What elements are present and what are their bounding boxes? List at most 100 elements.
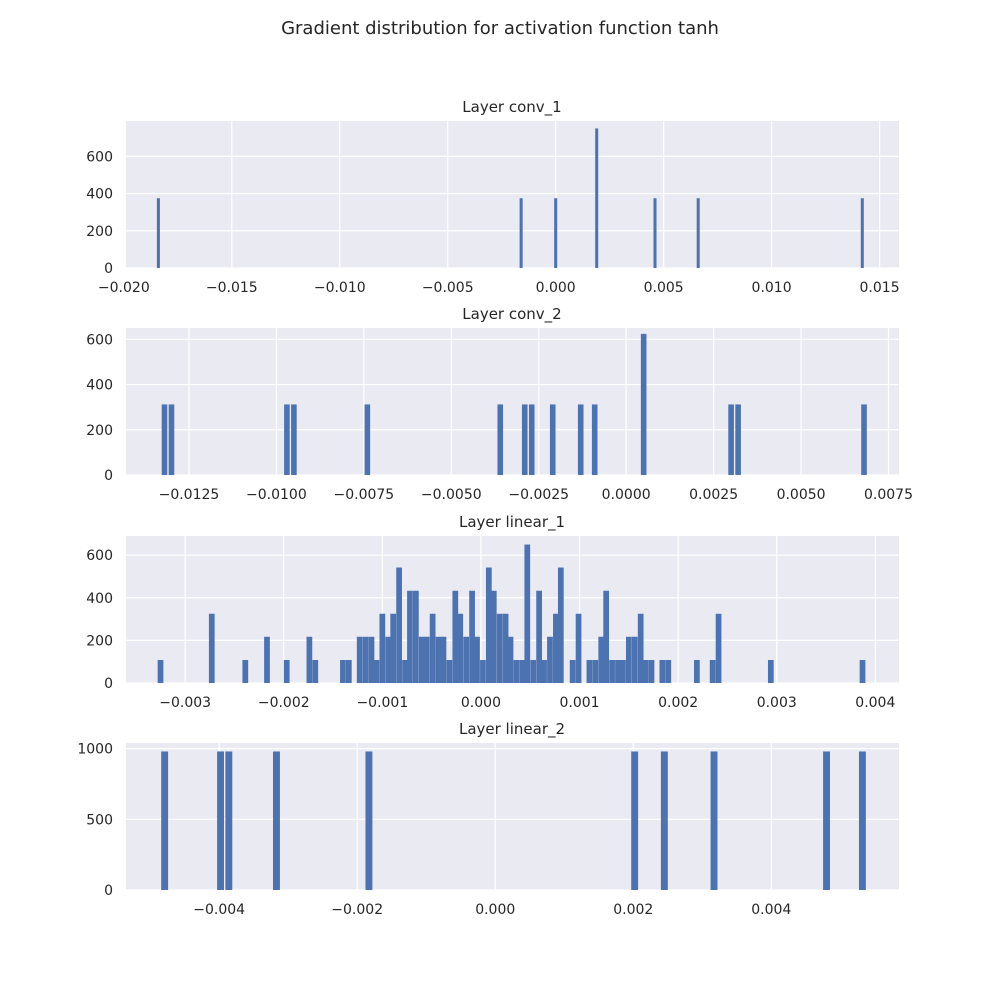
- histogram-bar: [208, 613, 215, 683]
- y-tick-label: 200: [86, 633, 113, 649]
- x-tick-label: 0.003: [757, 695, 797, 711]
- histogram-bar: [264, 636, 270, 683]
- y-tick-label: 500: [86, 812, 113, 828]
- histogram-bar: [659, 659, 666, 683]
- histogram-bar: [345, 659, 352, 683]
- histogram-bar: [474, 636, 480, 683]
- histogram-bar: [373, 659, 380, 683]
- x-tick-label: 0.004: [855, 695, 895, 711]
- histogram-bar: [557, 567, 564, 683]
- histogram-bar: [157, 659, 164, 683]
- histogram-bar: [694, 659, 700, 683]
- histogram-bar: [217, 751, 225, 890]
- x-tick-label: −0.0075: [333, 487, 394, 503]
- histogram-bar: [497, 404, 504, 475]
- subplot-title: Layer linear_1: [459, 513, 565, 532]
- subplot-linear-2: Layer linear_2 −0.004 −0.002 0.000 0.002 0.0…: [77, 720, 899, 918]
- histogram-bar: [418, 636, 425, 683]
- histogram-bar: [541, 659, 547, 683]
- x-tick-label: −0.0025: [508, 487, 569, 503]
- histogram-bar: [524, 544, 531, 683]
- histogram-bar: [402, 659, 408, 683]
- histogram-bar: [665, 659, 672, 683]
- histogram-bar: [859, 659, 866, 683]
- histogram-bar: [547, 636, 553, 683]
- x-tick-label: −0.015: [206, 280, 258, 296]
- histogram-bar: [536, 590, 542, 683]
- histogram-bar: [858, 751, 866, 890]
- histogram-bar: [728, 404, 734, 475]
- histogram-bar: [554, 198, 558, 268]
- y-tick-label: 400: [86, 187, 113, 203]
- histogram-bar: [861, 404, 867, 475]
- histogram-bar: [553, 613, 559, 683]
- x-tick-label: −0.004: [193, 902, 245, 918]
- subplot-conv-2: Layer conv_2 −0.0125 −0.0100 −0.0075 −0.005…: [86, 305, 913, 503]
- y-tick-label: 600: [86, 149, 113, 165]
- histogram-bar: [490, 590, 497, 683]
- y-tick-label: 0: [104, 468, 113, 484]
- x-tick-label: 0.0075: [864, 487, 913, 503]
- histogram-bar: [429, 613, 436, 683]
- y-tick-label: 600: [86, 548, 113, 564]
- histogram-bar: [513, 659, 520, 683]
- histogram-bar: [385, 636, 392, 683]
- histogram-bar: [735, 404, 741, 475]
- y-tick-label: 200: [86, 423, 113, 439]
- histogram-bar: [502, 613, 509, 683]
- histogram-bar: [452, 590, 459, 683]
- histogram-bar: [440, 636, 447, 683]
- x-tick-label: −0.002: [258, 695, 310, 711]
- histogram-bar: [312, 659, 319, 683]
- x-tick-label: 0.0000: [602, 487, 651, 503]
- x-tick-label: 0.0050: [777, 487, 826, 503]
- histogram-bar: [603, 590, 610, 683]
- plot-area: [126, 328, 899, 475]
- histogram-bar: [379, 613, 386, 683]
- histogram-bar: [577, 404, 584, 475]
- histogram-bar: [696, 198, 700, 268]
- histogram-bar: [620, 659, 626, 683]
- x-tick-label: 0.005: [644, 280, 684, 296]
- x-tick-label: 0.000: [461, 695, 501, 711]
- histogram-bar: [615, 659, 621, 683]
- histogram-bar: [637, 613, 644, 683]
- x-tick-label: 0.002: [613, 902, 653, 918]
- histogram-bar: [521, 404, 528, 475]
- histogram-bar: [496, 613, 503, 683]
- histogram-bar: [306, 636, 313, 683]
- y-tick-label: 0: [104, 676, 113, 692]
- x-tick-label: −0.020: [98, 280, 150, 296]
- histogram-bar: [390, 613, 397, 683]
- histogram-bar: [463, 636, 470, 683]
- x-tick-label: −0.0050: [421, 487, 482, 503]
- histogram-bar: [469, 590, 475, 683]
- histogram-bar: [485, 567, 492, 683]
- histogram-bar: [519, 659, 526, 683]
- histogram-bar: [575, 613, 582, 683]
- x-tick-label: 0.001: [559, 695, 599, 711]
- subplot-linear-1: Layer linear_1 −0.003 −0.002 −0.001 0.000 0.…: [86, 513, 899, 711]
- histogram-bar: [423, 636, 430, 683]
- histogram-bar: [710, 751, 718, 890]
- x-tick-label: 0.002: [658, 695, 698, 711]
- histogram-bar: [569, 659, 576, 683]
- histogram-bar: [519, 198, 523, 268]
- y-tick-label: 0: [104, 883, 113, 899]
- histogram-bar: [283, 659, 290, 683]
- x-tick-label: 0.004: [751, 902, 791, 918]
- histogram-bar: [161, 404, 168, 475]
- histogram-bar: [242, 659, 249, 683]
- x-tick-label: −0.0125: [159, 487, 220, 503]
- plot-area: [126, 121, 899, 268]
- histogram-bar: [368, 636, 375, 683]
- subplot-conv-1: Layer conv_1 −0.020 −0.015 −0.010 −0.005 0.0…: [86, 98, 899, 296]
- y-tick-label: 0: [104, 261, 113, 277]
- x-tick-label: 0.000: [536, 280, 576, 296]
- histogram-bar: [660, 751, 668, 890]
- x-tick-label: −0.0100: [246, 487, 307, 503]
- y-tick-label: 400: [86, 591, 113, 607]
- histogram-bar: [640, 333, 647, 475]
- histogram-bar: [595, 128, 599, 268]
